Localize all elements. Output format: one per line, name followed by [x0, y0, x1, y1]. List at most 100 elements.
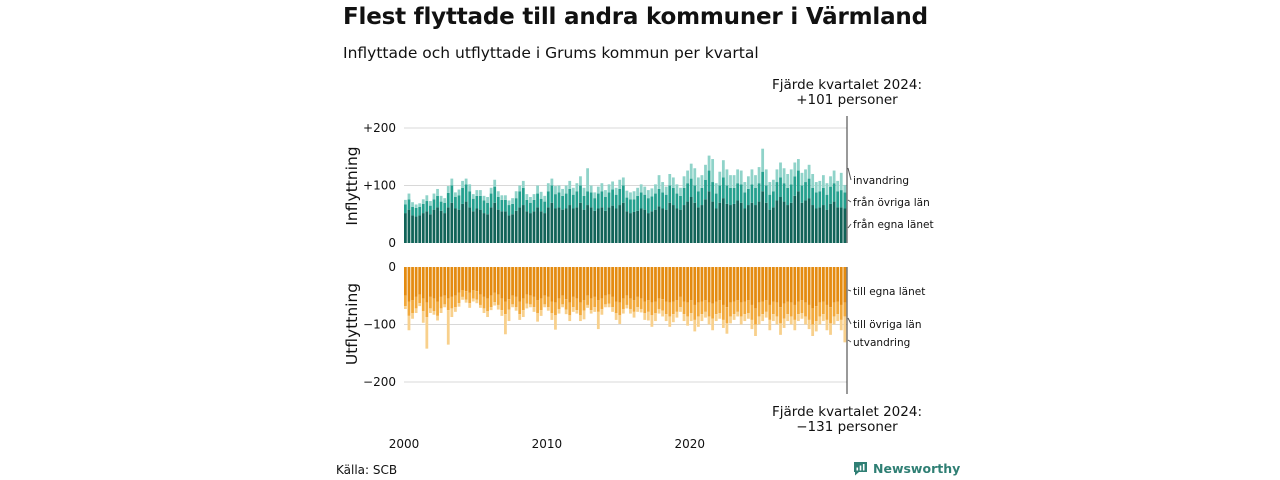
brand-logo[interactable]: Newsworthy — [853, 461, 960, 476]
outflow-bar — [825, 267, 829, 305]
inflow-bar — [693, 185, 697, 203]
outflow-bar — [464, 291, 468, 300]
outflow-bar — [807, 267, 811, 305]
outflow-bar — [793, 319, 797, 331]
outflow-bar — [443, 267, 447, 296]
inflow-bar — [832, 183, 836, 202]
inflow-bar — [550, 185, 554, 203]
inflow-bar — [750, 169, 754, 185]
outflow-bar — [532, 307, 536, 312]
outflow-bar — [486, 267, 489, 299]
outflow-bar — [661, 267, 665, 300]
outflow-bar — [679, 267, 682, 297]
outflow-bar — [604, 267, 607, 296]
outflow-bar — [532, 267, 536, 297]
inflow-bar — [489, 193, 493, 208]
inflow-bar — [486, 197, 489, 203]
inflow-bar — [454, 208, 457, 243]
outflow-bar — [529, 304, 532, 308]
outflow-bar — [457, 303, 461, 307]
outflow-bar — [621, 308, 625, 314]
inflow-bar — [414, 204, 418, 208]
inflow-bar — [654, 209, 657, 243]
outflow-bar — [679, 307, 682, 312]
outflow-bar — [654, 267, 657, 302]
inflow-bar — [804, 182, 807, 201]
inflow-bar — [600, 191, 604, 208]
outflow-bar — [482, 308, 486, 313]
inflow-bar — [839, 190, 843, 208]
outflow-bar — [832, 267, 836, 303]
inflow-bar — [775, 200, 779, 243]
outflow-bar — [611, 307, 614, 312]
inflow-bar — [836, 207, 840, 243]
inflow-bar — [729, 205, 732, 243]
inflow-bar — [757, 167, 761, 184]
inflow-bar — [764, 169, 768, 186]
inflow-bar — [514, 210, 518, 243]
outflow-bar — [618, 267, 622, 303]
inflow-bar — [432, 193, 436, 200]
outflow-bar — [818, 316, 822, 325]
outflow-bar — [507, 267, 511, 300]
inflow-bar — [714, 193, 718, 209]
outflow-bar — [504, 314, 507, 335]
outflow-bar — [479, 294, 482, 305]
outflow-bar — [425, 302, 429, 318]
outflow-bars — [404, 267, 847, 349]
outflow-bar — [757, 267, 761, 303]
inflow-bar — [718, 171, 722, 186]
inflow-bar — [661, 208, 665, 243]
outflow-bar — [625, 267, 629, 296]
outflow-bar — [543, 304, 547, 308]
outflow-bar — [789, 302, 793, 317]
inflow-bar — [579, 202, 582, 243]
outflow-bar — [486, 298, 489, 312]
inflow-bar — [786, 205, 790, 243]
outflow-bar — [511, 304, 514, 308]
outflow-bar — [768, 267, 772, 305]
inflow-bar — [825, 194, 829, 210]
outflow-bar — [839, 304, 843, 320]
inflow-bar — [604, 197, 607, 211]
series-label: till egna länet — [853, 286, 925, 298]
outflow-bar — [493, 267, 497, 293]
outflow-bar — [657, 308, 661, 314]
outflow-bar — [779, 307, 782, 324]
inflow-bar — [493, 202, 497, 243]
y-axis-title: Inflyttning — [343, 146, 361, 225]
outflow-bar — [718, 300, 722, 313]
inflow-bar — [804, 200, 807, 243]
outflow-bar — [500, 267, 504, 299]
inflow-bar — [407, 193, 411, 200]
outflow-bar — [843, 302, 847, 317]
inflow-bar — [504, 195, 507, 200]
outflow-bar — [564, 299, 568, 310]
outflow-bar — [700, 301, 704, 315]
inflow-bar — [775, 169, 779, 183]
inflow-bar — [821, 175, 825, 188]
inflow-bar — [493, 186, 497, 203]
inflow-bar — [739, 170, 743, 185]
outflow-bar — [650, 315, 654, 327]
inflow-bar — [804, 169, 807, 183]
label-leader — [847, 199, 852, 203]
outflow-bar — [789, 316, 793, 325]
outflow-bar — [671, 301, 675, 315]
outflow-bar — [682, 301, 686, 315]
outflow-bar — [461, 267, 464, 290]
outflow-bar — [646, 267, 650, 301]
inflow-bar — [782, 201, 786, 243]
outflow-bar — [807, 304, 811, 320]
outflow-bar — [725, 323, 729, 334]
outflow-bar — [600, 308, 604, 315]
inflow-bar — [489, 207, 493, 243]
outflow-bar — [661, 310, 665, 317]
outflow-bar — [661, 299, 665, 311]
outflow-bar — [650, 267, 654, 303]
outflow-bar — [404, 267, 407, 296]
inflow-bar — [661, 192, 665, 209]
chart-title: Flest flyttade till andra kommuner i Vär… — [343, 4, 928, 30]
outflow-bar — [561, 304, 564, 308]
inflow-bar — [807, 164, 811, 179]
